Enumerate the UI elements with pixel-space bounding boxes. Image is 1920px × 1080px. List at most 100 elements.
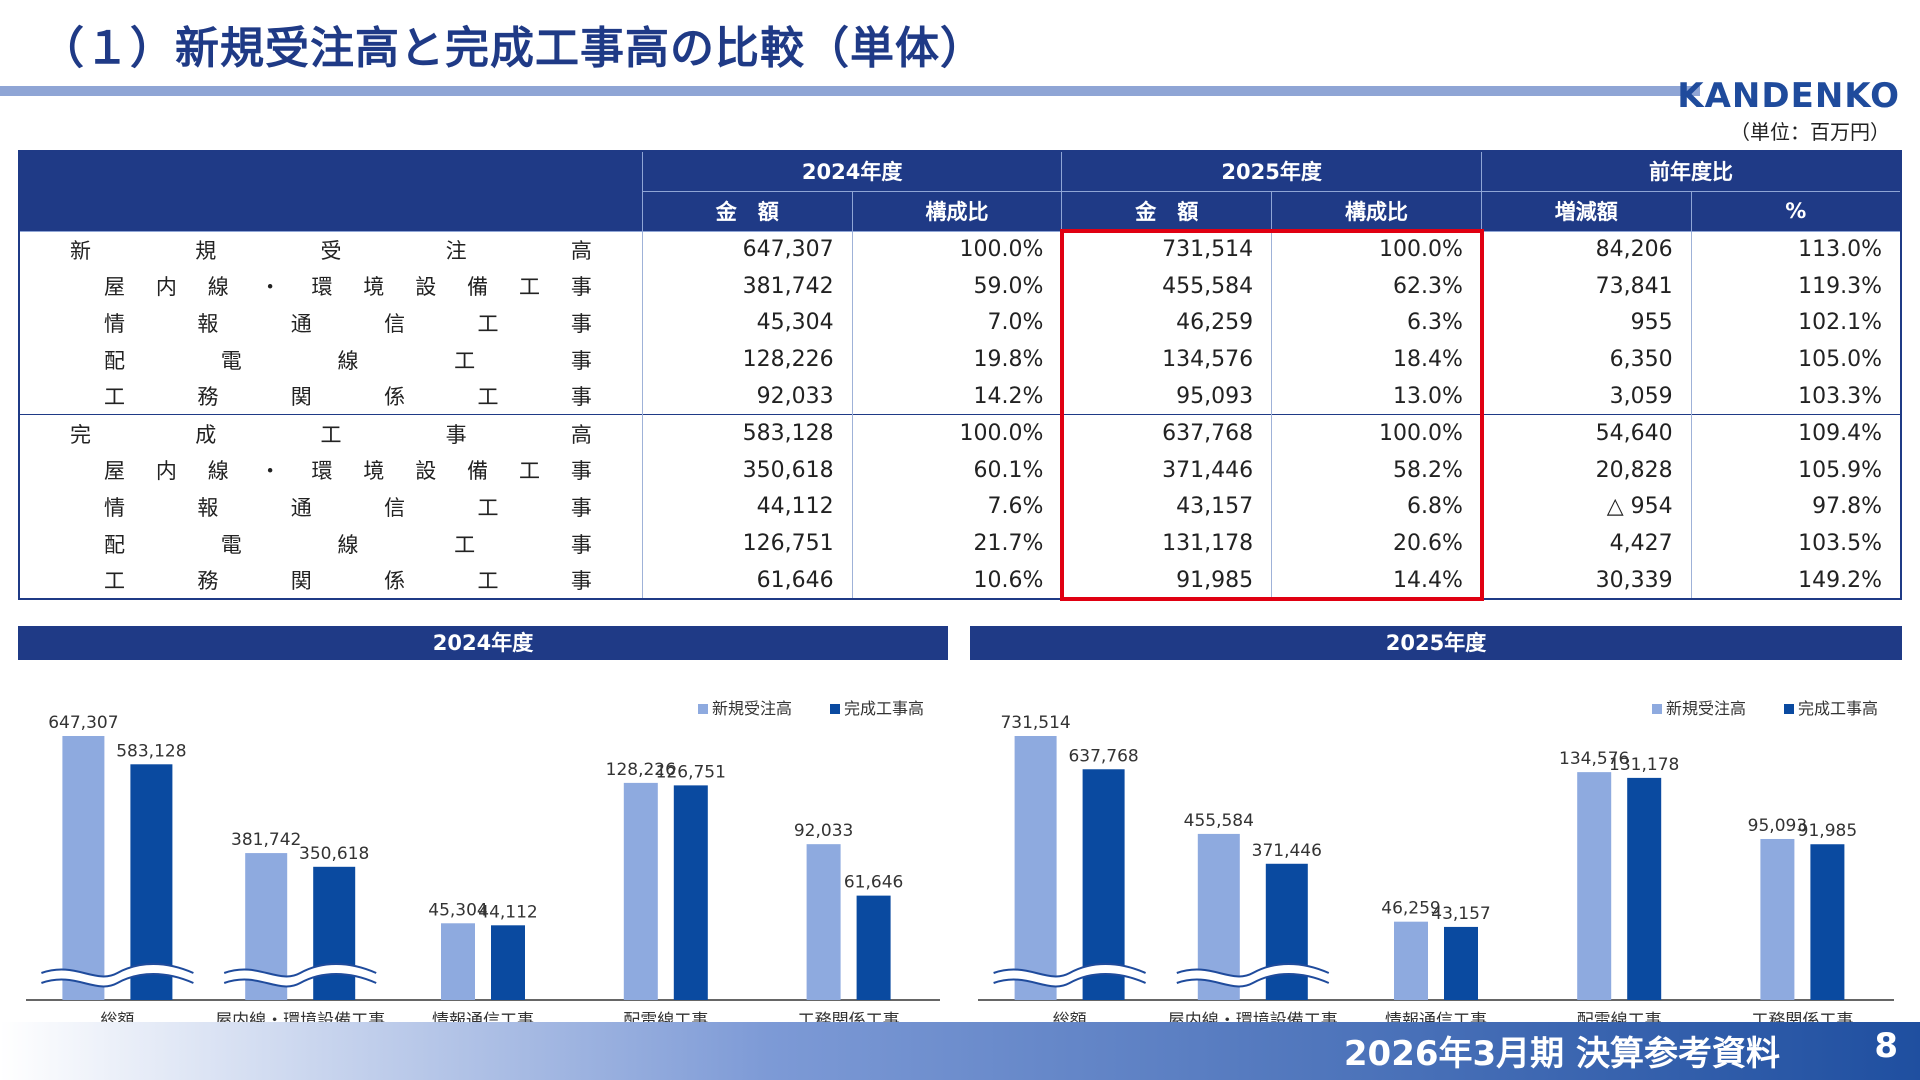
data-label: 128,226: [606, 760, 676, 780]
header-diff: 増減額: [1480, 190, 1692, 232]
cell-a1: 61,646: [641, 562, 853, 599]
cell-d: △ 954: [1480, 488, 1692, 526]
bar-completed: [1810, 844, 1845, 1000]
cell-a1: 381,742: [641, 267, 853, 305]
chart-svg-2025: 新規受注高 完成工事高731,514637,768総額455,584371,446…: [978, 699, 1894, 1031]
cell-a2: 455,584: [1061, 267, 1272, 305]
legend-swatch-completed: [1784, 704, 1794, 714]
data-label: 44,112: [478, 902, 537, 922]
cell-d: 84,206: [1480, 231, 1692, 268]
bar-orders: [441, 923, 475, 1000]
row-label-text: 配電線工事: [104, 348, 592, 373]
data-label: 46,259: [1381, 899, 1440, 919]
row-label-text: 完成工事高: [70, 422, 592, 447]
legend-label: 完成工事高: [844, 699, 924, 718]
cell-a2: 131,178: [1061, 525, 1272, 563]
cell-d: 955: [1480, 304, 1692, 342]
row-label-text: 工務関係工事: [104, 569, 592, 594]
cell-r1: 7.0%: [851, 304, 1062, 342]
row-label-text: 情報通信工事: [104, 495, 592, 520]
table-body: 新規受注高 647,307 100.0% 731,514 100.0% 84,206 113…: [18, 231, 1901, 599]
bar-completed: [130, 764, 173, 1000]
cell-r2: 20.6%: [1271, 525, 1482, 563]
row-label-text: 新規受注高: [70, 238, 592, 263]
header-blank: [18, 150, 643, 232]
row-label: 情報通信工事: [18, 488, 643, 526]
data-label: 43,157: [1431, 904, 1490, 924]
header-amount: 金 額: [641, 190, 853, 232]
bar-orders: [806, 844, 841, 1000]
bar-orders: [1760, 838, 1795, 1000]
cell-a1: 647,307: [641, 231, 853, 268]
axis-break-line: [41, 963, 194, 978]
row-label: 完成工事高: [18, 414, 643, 452]
table-row: 屋内線・環境設備工事 381,742 59.0% 455,584 62.3% 73,841…: [18, 267, 1901, 305]
bar-completed: [1444, 926, 1478, 1000]
chart-title: 2025年度: [970, 626, 1902, 660]
cell-a1: 350,618: [641, 451, 853, 489]
legend-label: 完成工事高: [1798, 699, 1878, 718]
cell-d: 6,350: [1480, 341, 1692, 379]
cell-a1: 126,751: [641, 525, 853, 563]
header-ratio: 構成比: [1271, 190, 1482, 232]
cell-r1: 100.0%: [851, 231, 1062, 268]
table-row: 完成工事高 583,128 100.0% 637,768 100.0% 54,640 109…: [18, 414, 1901, 452]
axis-break-line: [223, 963, 377, 978]
bar-completed: [856, 895, 891, 1000]
cell-r2: 6.3%: [1271, 304, 1482, 342]
cell-d: 4,427: [1480, 525, 1692, 563]
table-row: 工務関係工事 61,646 10.6% 91,985 14.4% 30,339 149.2%: [18, 562, 1901, 599]
cell-a2: 95,093: [1061, 378, 1272, 415]
cell-r1: 100.0%: [851, 414, 1062, 452]
row-label: 情報通信工事: [18, 304, 643, 342]
table-row: 新規受注高 647,307 100.0% 731,514 100.0% 84,206 113…: [18, 231, 1901, 268]
data-label: 61,646: [844, 873, 903, 893]
cell-a2: 637,768: [1061, 414, 1272, 452]
cell-a1: 128,226: [641, 341, 853, 379]
bar-orders: [1577, 772, 1612, 1000]
cell-a2: 134,576: [1061, 341, 1272, 379]
cell-r1: 7.6%: [851, 488, 1062, 526]
page-number: 8: [1874, 1026, 1898, 1066]
header-year1: 2024年度: [641, 150, 1063, 192]
data-label: 637,768: [1068, 746, 1138, 766]
table-row: 屋内線・環境設備工事 350,618 60.1% 371,446 58.2% 20,828…: [18, 451, 1901, 489]
axis-break-line: [993, 973, 1147, 988]
row-label: 配電線工事: [18, 525, 643, 563]
cell-p: 103.3%: [1690, 378, 1901, 415]
cell-p: 102.1%: [1690, 304, 1901, 342]
footer-bar: [0, 1022, 1920, 1080]
cell-p: 113.0%: [1690, 231, 1901, 268]
cell-p: 97.8%: [1690, 488, 1901, 526]
data-label: 583,128: [116, 741, 186, 761]
cell-r2: 100.0%: [1271, 414, 1482, 452]
data-label: 455,584: [1184, 811, 1254, 831]
row-label: 工務関係工事: [18, 378, 643, 415]
cell-a2: 43,157: [1061, 488, 1272, 526]
cell-p: 103.5%: [1690, 525, 1901, 563]
cell-a1: 92,033: [641, 378, 853, 415]
data-label: 92,033: [794, 821, 853, 841]
row-label-text: 情報通信工事: [104, 311, 592, 336]
axis-break-gap: [222, 964, 379, 987]
axis-break-line: [993, 963, 1147, 978]
cell-r2: 58.2%: [1271, 451, 1482, 489]
cell-a2: 46,259: [1061, 304, 1272, 342]
data-label: 647,307: [48, 713, 118, 733]
cell-d: 73,841: [1480, 267, 1692, 305]
data-label: 350,618: [299, 844, 369, 864]
bar-orders: [1014, 736, 1057, 1000]
cell-d: 3,059: [1480, 378, 1692, 415]
cell-p: 109.4%: [1690, 414, 1901, 452]
axis-break-line: [1176, 963, 1330, 978]
header-ratio: 構成比: [851, 190, 1063, 232]
cell-a2: 371,446: [1061, 451, 1272, 489]
data-label: 371,446: [1252, 841, 1322, 861]
cell-a1: 44,112: [641, 488, 853, 526]
row-label: 屋内線・環境設備工事: [18, 451, 643, 489]
row-label-text: 配電線工事: [104, 532, 592, 557]
title-underline: [0, 86, 1700, 96]
chart-2025: 2025年度 新規受注高 完成工事高 731,514 637,768 総額 455,584…: [970, 626, 1902, 1034]
row-label: 屋内線・環境設備工事: [18, 267, 643, 305]
header-yoy: 前年度比: [1480, 150, 1902, 192]
